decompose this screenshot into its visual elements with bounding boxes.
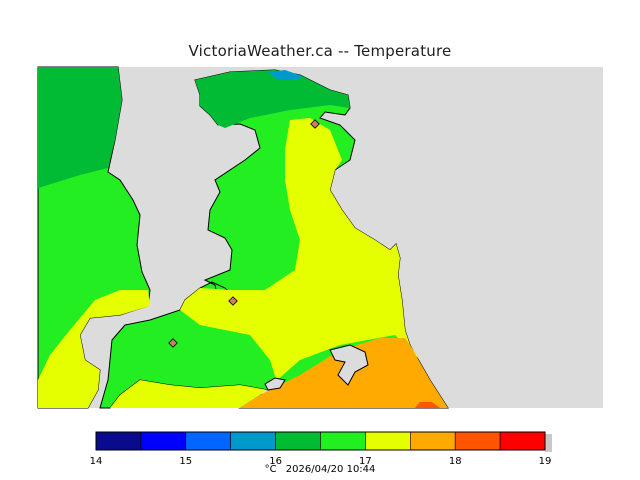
legend-swatch [409, 431, 456, 451]
legend-tick-label: 19 [539, 456, 552, 467]
unit-label: °C [264, 464, 277, 475]
island-dark-green-top [195, 70, 350, 128]
small-island [329, 344, 369, 386]
station-marker-north [310, 119, 320, 129]
legend-swatch [275, 431, 321, 451]
legend-tick-label: 18 [449, 456, 462, 467]
legend-footer: °C 2026/04/20 10:44 [0, 464, 640, 475]
legend-swatch [185, 431, 232, 451]
legend-swatch [230, 431, 276, 451]
legend-swatch [499, 431, 546, 451]
small-islet [264, 377, 286, 391]
legend-shadow [545, 434, 552, 452]
legend-swatch [140, 431, 187, 451]
island-yellow [110, 118, 420, 408]
legend-swatch [365, 431, 411, 451]
legend-swatch [454, 431, 501, 451]
legend-tick-label: 16 [269, 456, 282, 467]
legend-swatch [95, 431, 142, 451]
island-red-orange [415, 402, 440, 408]
legend-tick-label: 17 [359, 456, 372, 467]
legend-tick-label: 14 [90, 456, 103, 467]
station-marker-south [168, 338, 178, 348]
legend-swatch [320, 431, 366, 451]
west-land-dark-green [38, 67, 122, 188]
island-blue-cap [268, 70, 302, 80]
legend-frame [95, 431, 546, 451]
timestamp: 2026/04/20 10:44 [285, 464, 376, 475]
legend-ticks: 14 15 16 17 18 19 [90, 456, 552, 467]
legend-swatches [95, 431, 546, 451]
station-marker-central [228, 296, 238, 306]
legend-tick-label: 15 [179, 456, 192, 467]
west-land-yellow [38, 290, 150, 408]
map-title: VictoriaWeather.ca -- Temperature [188, 42, 452, 60]
